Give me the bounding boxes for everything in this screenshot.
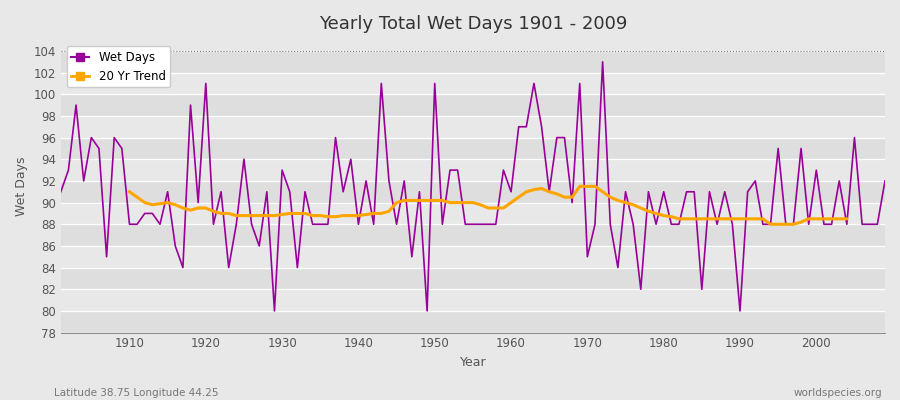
Bar: [61, 311, 885, 332]
Bar: [61, 94, 885, 116]
Text: Latitude 38.75 Longitude 44.25: Latitude 38.75 Longitude 44.25: [54, 388, 219, 398]
Title: Yearly Total Wet Days 1901 - 2009: Yearly Total Wet Days 1901 - 2009: [319, 15, 627, 33]
X-axis label: Year: Year: [460, 356, 486, 369]
Bar: [61, 224, 885, 246]
Text: worldspecies.org: worldspecies.org: [794, 388, 882, 398]
Bar: [61, 51, 885, 73]
Bar: [61, 268, 885, 289]
Legend: Wet Days, 20 Yr Trend: Wet Days, 20 Yr Trend: [67, 46, 170, 87]
Bar: [61, 181, 885, 202]
Bar: [61, 138, 885, 159]
Y-axis label: Wet Days: Wet Days: [15, 156, 28, 216]
